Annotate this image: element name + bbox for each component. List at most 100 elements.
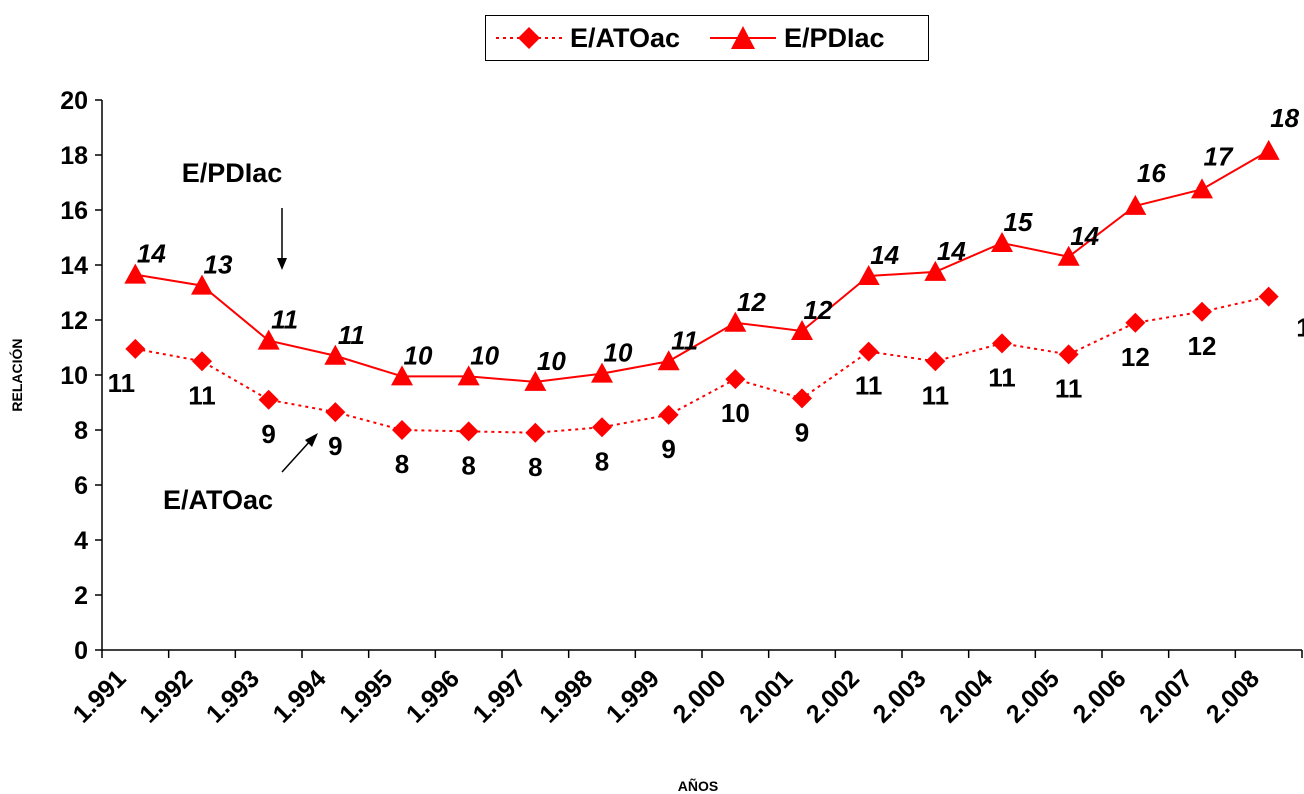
y-tick-label: 0 (74, 637, 88, 665)
data-label-e-pdiac: 10 (404, 340, 433, 370)
x-tick-label: 2.003 (868, 664, 932, 728)
data-label-e-pdiac: 14 (137, 239, 166, 269)
y-tick-label: 20 (60, 87, 88, 115)
legend-label-e-atoac: E/ATOac (570, 23, 680, 54)
data-label-e-pdiac: 14 (937, 236, 966, 266)
x-tick-label: 2.006 (1068, 664, 1132, 728)
y-tick-label: 10 (60, 362, 88, 390)
data-label-e-atoac: 12 (1188, 331, 1217, 361)
data-point-e-atoac (1192, 302, 1212, 322)
x-tick-label: 1.991 (68, 664, 132, 728)
annotations-layer: E/PDIac E/ATOac (163, 158, 318, 515)
x-tick-label: 2.005 (1001, 664, 1065, 728)
data-label-e-pdiac: 18 (1270, 103, 1299, 133)
data-label-e-pdiac: 16 (1137, 158, 1166, 188)
data-label-e-atoac: 12 (1121, 342, 1150, 372)
series-line-e-pdiac (135, 151, 1268, 382)
x-tick-label: 2.001 (734, 664, 798, 728)
x-tick-label: 1.998 (534, 664, 598, 728)
legend-label-e-pdiac: E/PDIac (784, 23, 885, 54)
data-label-e-pdiac: 10 (604, 338, 633, 368)
y-tick-label: 6 (74, 472, 88, 500)
data-label-e-pdiac: 12 (737, 287, 766, 317)
data-label-e-pdiac: 10 (470, 340, 499, 370)
y-tick-label: 4 (74, 527, 88, 555)
data-label-e-atoac: 8 (395, 449, 409, 479)
data-label-e-pdiac: 11 (338, 320, 365, 350)
data-label-e-pdiac: 13 (204, 250, 233, 280)
series-line-e-atoac (135, 297, 1268, 433)
data-label-e-atoac: 8 (528, 452, 542, 482)
x-tick-label: 1.996 (401, 664, 465, 728)
legend-item-e-atoac: E/ATOac (494, 16, 680, 60)
x-tick-label: 2.000 (668, 664, 732, 728)
data-label-e-atoac: 9 (328, 431, 342, 461)
x-tick-label: 1.994 (268, 664, 332, 728)
data-label-e-atoac: 8 (461, 450, 475, 480)
data-label-e-pdiac: 15 (1004, 207, 1033, 237)
data-point-e-atoac (459, 421, 479, 441)
data-point-e-atoac (925, 351, 945, 371)
data-label-e-pdiac: 14 (870, 240, 899, 270)
data-point-e-atoac (259, 390, 279, 410)
data-label-e-atoac: 9 (795, 417, 809, 447)
x-tick-label: 2.008 (1201, 664, 1265, 728)
data-label-e-pdiac: 10 (537, 346, 566, 376)
data-point-e-atoac (659, 405, 679, 425)
y-tick-label: 14 (60, 252, 88, 280)
series-layer (124, 140, 1279, 443)
data-label-e-atoac: 11 (922, 380, 950, 410)
annotation-e-atoac: E/ATOac (163, 485, 273, 515)
data-label-e-atoac: 11 (188, 380, 216, 410)
legend: E/ATOac E/PDIac (485, 15, 929, 61)
data-label-e-atoac: 11 (855, 371, 883, 401)
data-point-e-atoac (725, 369, 745, 389)
x-tick-label: 1.999 (601, 664, 665, 728)
data-point-e-atoac (392, 420, 412, 440)
data-point-e-atoac (792, 388, 812, 408)
data-label-e-atoac: 10 (721, 398, 750, 428)
x-tick-label: 1.995 (334, 664, 398, 728)
data-label-e-atoac: 13 (1296, 313, 1304, 343)
annotation-arrow-e-atoac (282, 440, 311, 472)
data-point-e-atoac (192, 351, 212, 371)
data-point-e-pdiac (1191, 178, 1213, 198)
data-label-e-atoac: 9 (661, 434, 675, 464)
legend-marker-diamond (494, 23, 564, 53)
x-axis-title: AÑOS (678, 777, 718, 794)
data-point-e-atoac (1125, 313, 1145, 333)
data-label-e-pdiac: 14 (1070, 221, 1099, 251)
x-tick-label: 2.004 (934, 664, 998, 728)
data-label-e-pdiac: 17 (1204, 141, 1234, 171)
data-point-e-pdiac (1258, 140, 1280, 160)
x-tick-label: 2.007 (1134, 664, 1198, 728)
data-point-e-atoac (1259, 287, 1279, 307)
data-label-e-atoac: 9 (261, 419, 275, 449)
data-label-e-atoac: 8 (595, 446, 609, 476)
data-point-e-atoac (125, 339, 145, 359)
data-point-e-atoac (992, 333, 1012, 353)
data-point-e-atoac (859, 342, 879, 362)
data-label-e-pdiac: 11 (671, 325, 698, 355)
data-point-e-atoac (1059, 344, 1079, 364)
y-tick-label: 8 (74, 417, 88, 445)
data-point-e-atoac (525, 423, 545, 443)
data-label-e-atoac: 11 (988, 362, 1016, 392)
legend-item-e-pdiac: E/PDIac (708, 16, 885, 60)
x-tick-label: 1.993 (201, 664, 265, 728)
data-labels-layer: 11 11 9 9 8 8 8 8 9 10 9 11 11 11 11 12 12 13 14 13 11 11 10 10… (108, 103, 1304, 482)
data-point-e-atoac (325, 402, 345, 422)
x-tick-label: 2.002 (801, 664, 865, 728)
data-label-e-atoac: 11 (108, 368, 136, 398)
data-point-e-atoac (592, 417, 612, 437)
data-label-e-atoac: 11 (1055, 373, 1083, 403)
y-tick-label: 2 (74, 582, 88, 610)
y-tick-label: 18 (60, 142, 88, 170)
x-tick-label: 1.992 (134, 664, 198, 728)
x-tick-label: 1.997 (468, 664, 532, 728)
annotation-arrowhead-e-pdiac (277, 258, 287, 270)
data-label-e-pdiac: 12 (804, 295, 833, 325)
y-tick-label: 12 (60, 307, 88, 335)
y-tick-label: 16 (60, 197, 88, 225)
